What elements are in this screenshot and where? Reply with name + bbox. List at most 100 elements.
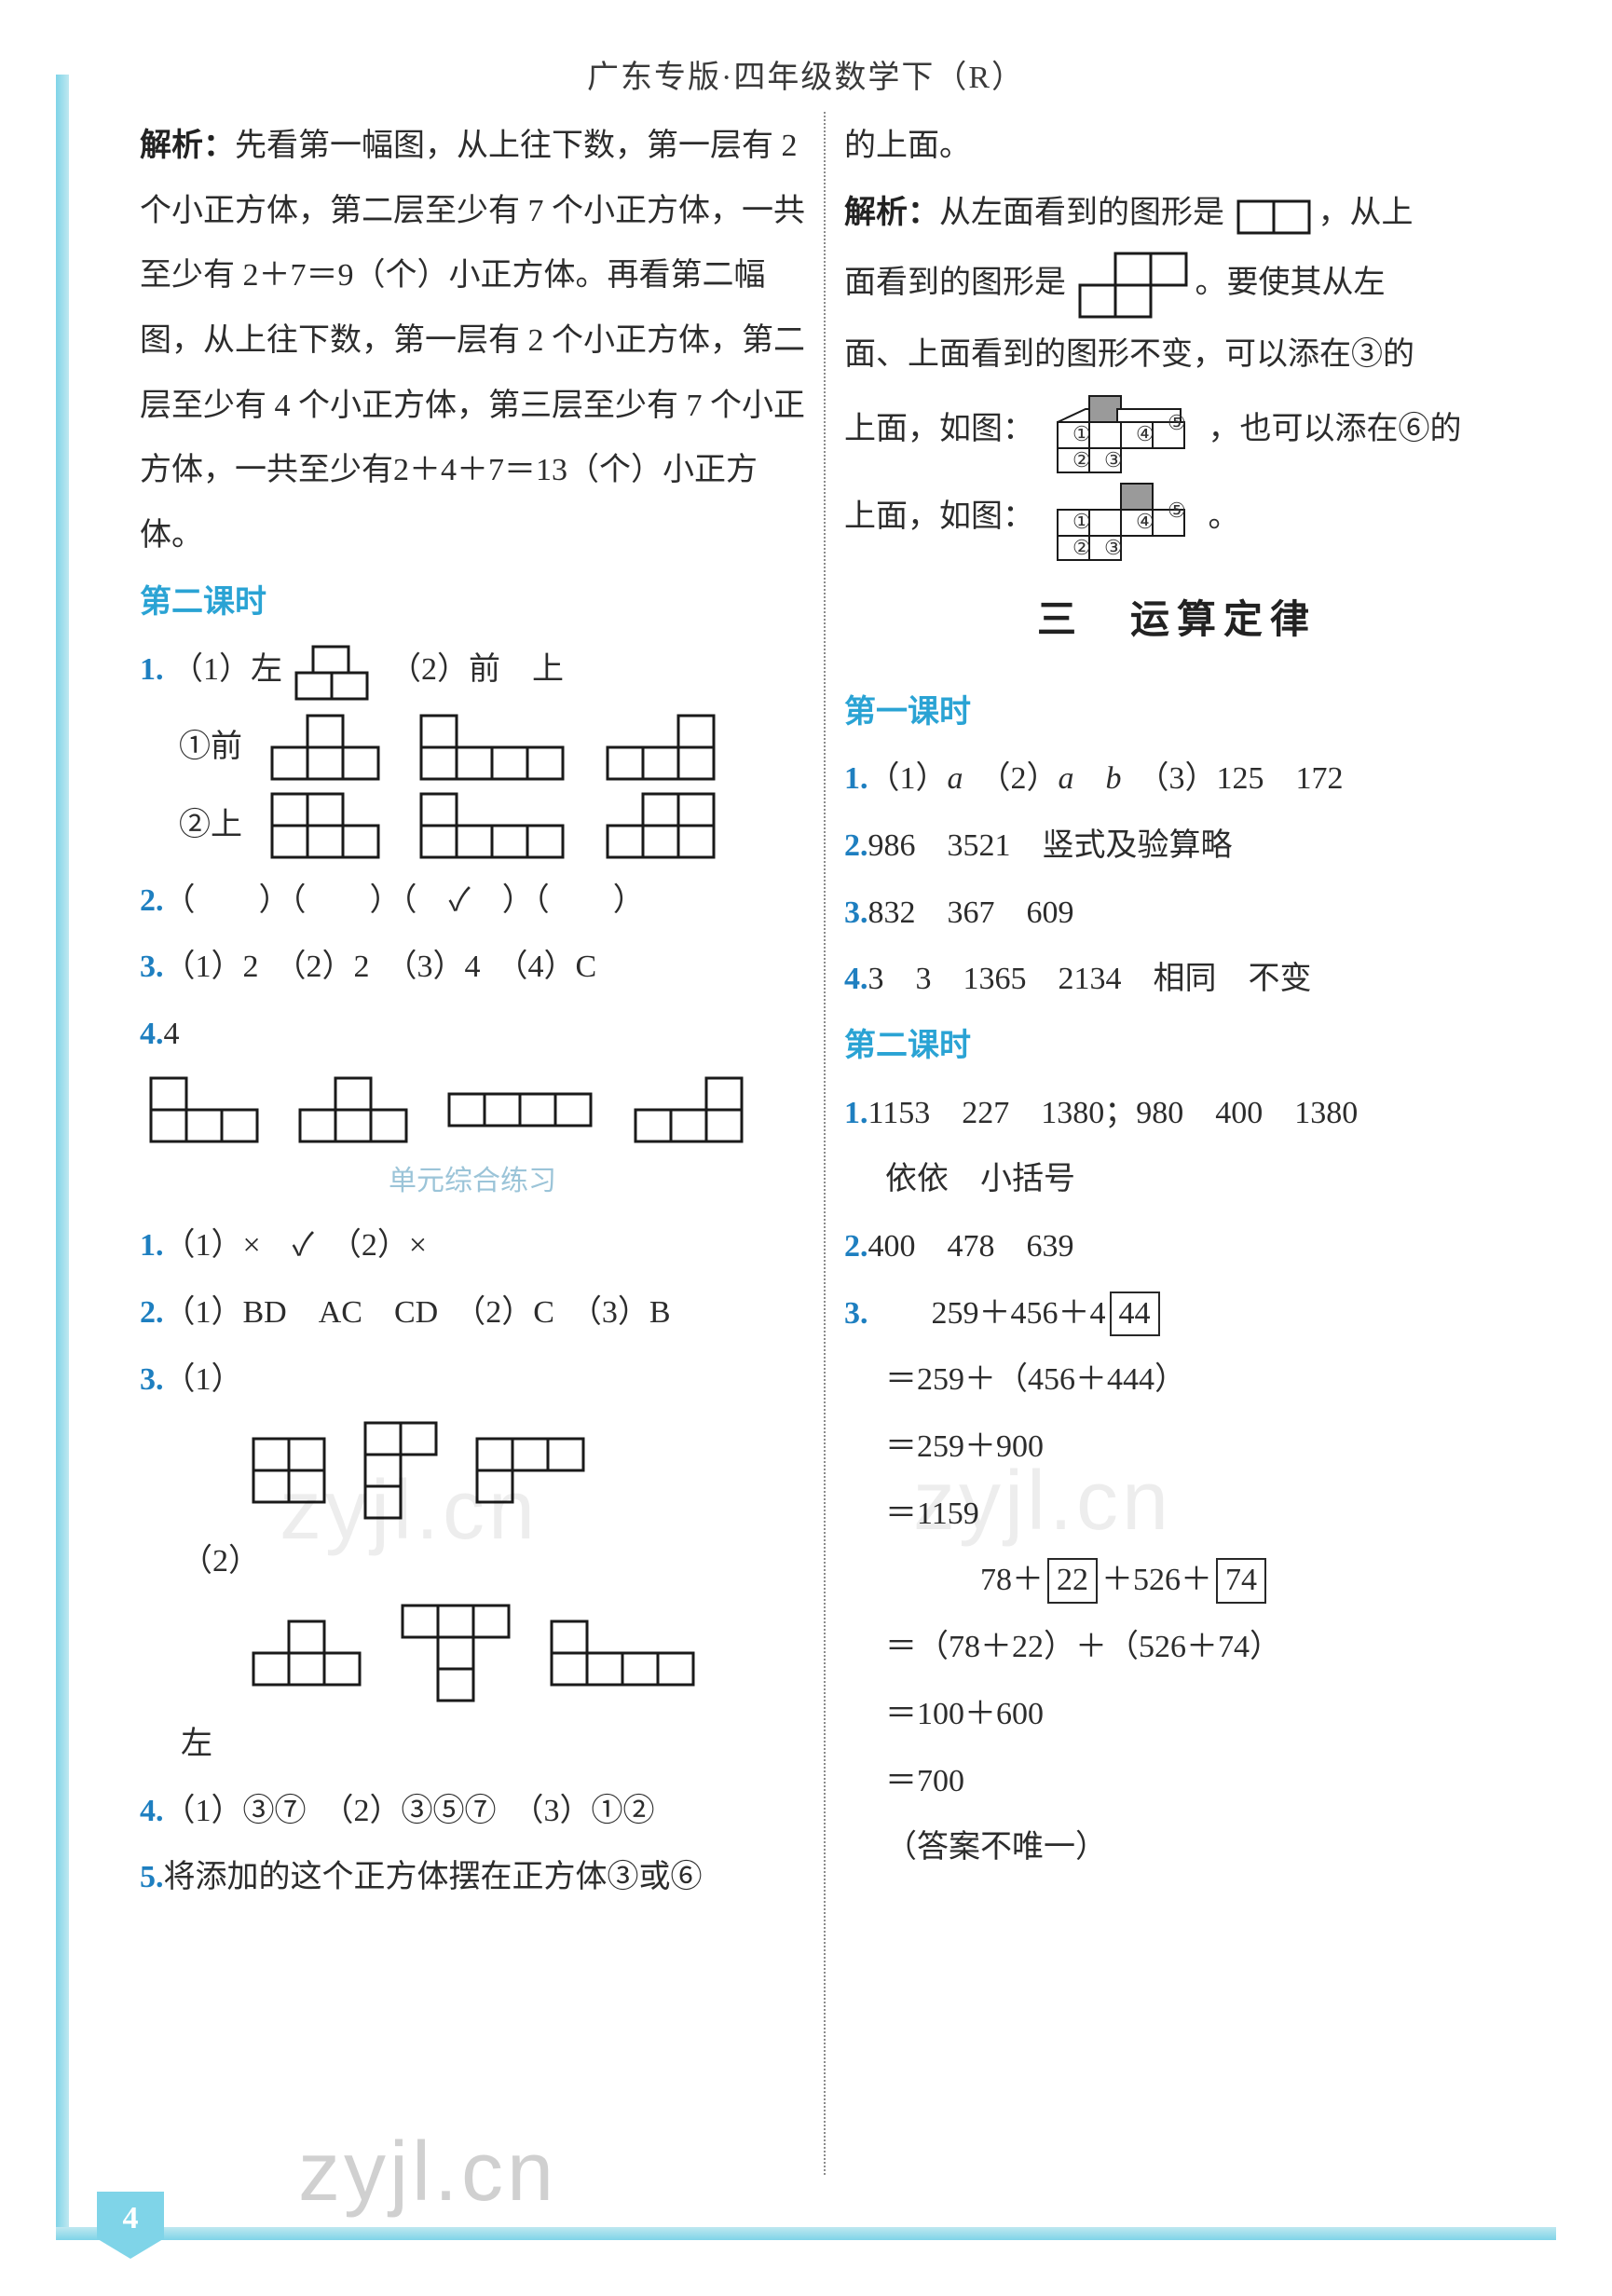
r3s1-icon	[252, 1435, 335, 1506]
s1q1-number: 1.	[844, 761, 868, 796]
analysis-2c: 面、上面看到的图形不变，可以添在③的	[844, 322, 1510, 388]
svg-text:⑤: ⑤	[1168, 411, 1186, 434]
label-top: ②上	[140, 793, 242, 858]
s2q1-row2: 依依 小括号	[844, 1147, 1510, 1212]
q4-shapes-row	[140, 1074, 805, 1145]
s1q4-row: 4.3 3 1365 2134 相同 不变	[844, 947, 1510, 1012]
label-front: ①前	[140, 715, 242, 780]
s1q1-row: 1.（1）a （2）a b （3）125 172	[844, 746, 1510, 812]
s1q2-body: 986 3521 竖式及验算略	[868, 828, 1233, 863]
r3-part1: （1）	[164, 1362, 243, 1397]
a2-text-a: 从左面看到的图形是	[939, 196, 1224, 230]
q1-number: 1.	[140, 652, 164, 687]
r3-number: 3.	[140, 1362, 164, 1397]
cube-diagram-2-icon: ① ② ③ ④ ⑤	[1046, 476, 1205, 562]
r3-2-shapes	[140, 1602, 805, 1704]
page-number-badge: 4	[97, 2192, 164, 2259]
section-3-title: 三 运算定律	[844, 581, 1510, 661]
s1q1-body: （1）a （2）a b （3）125 172	[868, 761, 1344, 796]
analysis-label: 解析：	[140, 129, 235, 163]
left-view-icon	[1236, 183, 1315, 248]
svg-text:③: ③	[1104, 448, 1123, 472]
r2-number: 2.	[140, 1295, 164, 1330]
svg-text:②: ②	[1072, 536, 1091, 559]
page-border-bottom	[56, 2227, 1556, 2240]
q4-shape-2-icon	[298, 1074, 419, 1145]
r1-number: 1.	[140, 1228, 164, 1263]
r1-body: （1）× ✓ （2）×	[164, 1228, 428, 1263]
a2-text-i: 。	[1209, 499, 1240, 534]
s2q3-l5b: ＋526＋	[1101, 1563, 1212, 1597]
s2q2-body: 400 478 639	[868, 1229, 1074, 1264]
a2-text-f: 上面，如图：	[844, 412, 1034, 446]
r2-body: （1）BD AC CD （2）C （3）B	[164, 1295, 671, 1330]
page-header: 广东专版·四年级数学下（R）	[0, 51, 1612, 97]
svg-text:③: ③	[1104, 536, 1123, 559]
front-shape-3-icon	[606, 712, 727, 783]
r3s6-icon	[550, 1618, 708, 1688]
front-shape-1-icon	[270, 712, 391, 783]
r3-part2: （2）	[181, 1544, 260, 1578]
s2q1-row: 1.1153 227 1380；980 400 1380	[844, 1081, 1510, 1146]
s2q3-number: 3.	[844, 1296, 868, 1331]
s1-lesson1-heading: 第一课时	[844, 680, 1510, 745]
top-shape-2-icon	[419, 790, 578, 861]
a2-text-g: ，也可以添在⑥的	[1209, 412, 1462, 446]
shape-2cell-icon	[294, 639, 378, 704]
analysis-2d: 上面，如图： ① ② ③	[844, 389, 1510, 474]
a2-text-h: 上面，如图：	[844, 499, 1034, 534]
s1q2-number: 2.	[844, 828, 868, 863]
s2q3-l3: ＝259＋900	[844, 1414, 1510, 1480]
box-74: 74	[1216, 1558, 1266, 1603]
s1q3-row: 3.832 367 609	[844, 881, 1510, 946]
a2-text-b: ，从上	[1318, 196, 1414, 230]
svg-text:①: ①	[1072, 510, 1091, 533]
q1-top-row: ②上	[140, 790, 805, 861]
s2-lesson2-heading: 第二课时	[844, 1014, 1510, 1079]
front-shape-2-icon	[419, 712, 578, 783]
r3s2-icon	[363, 1419, 447, 1522]
right-top: 的上面。	[844, 114, 1510, 179]
s2q3-l1a: 259＋456＋4	[868, 1296, 1106, 1331]
top-shape-3-icon	[606, 790, 727, 861]
content-area: 解析：先看第一幅图，从上往下数，第一层有 2 个小正方体，第二层至少有 7 个小…	[121, 112, 1528, 2175]
q2-body: （ ）（ ）（ ✓ ）（ ）	[164, 883, 645, 918]
q1-front-row: ①前	[140, 712, 805, 783]
q4-shape-3-icon	[447, 1090, 606, 1129]
r4-row: 4.（1）③⑦ （2）③⑤⑦ （3）①②	[140, 1779, 805, 1844]
s1q3-number: 3.	[844, 895, 868, 930]
r2-row: 2.（1）BD AC CD （2）C （3）B	[140, 1280, 805, 1346]
r4-body: （1）③⑦ （2）③⑤⑦ （3）①②	[164, 1794, 655, 1828]
r5-row: 5.将添加的这个正方体摆在正方体③或⑥	[140, 1845, 805, 1910]
q4-shape-4-icon	[634, 1074, 755, 1145]
r3-answer: 左	[140, 1712, 805, 1777]
r3s4-icon	[252, 1618, 373, 1688]
r3-1-shapes	[140, 1419, 805, 1522]
r5-number: 5.	[140, 1860, 164, 1894]
s2q3-note: （答案不唯一）	[844, 1815, 1510, 1880]
q4-number: 4.	[140, 1017, 164, 1051]
box-44: 44	[1110, 1292, 1160, 1336]
cube-diagram-1-icon: ① ② ③ ④ ⑤	[1046, 389, 1205, 474]
s2q3-l5a: 78＋	[885, 1563, 1044, 1597]
unit-review-label: 单元综合练习	[140, 1153, 805, 1210]
analysis-2b: 面看到的图形是 。要使其从左	[844, 250, 1510, 321]
q1-row: 1. （1）左 （2）前 上	[140, 637, 805, 704]
s2q1-body: 1153 227 1380；980 400 1380	[868, 1096, 1359, 1130]
s2q1-number: 1.	[844, 1096, 868, 1130]
q3-row: 3.（1）2 （2）2 （3）4 （4）C	[140, 935, 805, 1000]
svg-text:④: ④	[1136, 422, 1154, 445]
q4-row: 4.4	[140, 1002, 805, 1067]
page-border-left	[56, 75, 69, 2240]
q1-part1: （1）左	[171, 652, 282, 687]
analysis-2a: 解析：从左面看到的图形是 ，从上	[844, 181, 1510, 248]
analysis-2e: 上面，如图： ① ② ③ ④ ⑤	[844, 476, 1510, 562]
r1-row: 1.（1）× ✓ （2）×	[140, 1213, 805, 1278]
q1-part2: （2）前 上	[389, 652, 564, 687]
q2-number: 2.	[140, 883, 164, 918]
q4-body: 4	[164, 1017, 180, 1051]
s2q2-number: 2.	[844, 1229, 868, 1264]
top-view-icon	[1078, 250, 1192, 321]
s2q2-row: 2.400 478 639	[844, 1214, 1510, 1279]
s2q3-l8: ＝700	[844, 1749, 1510, 1814]
